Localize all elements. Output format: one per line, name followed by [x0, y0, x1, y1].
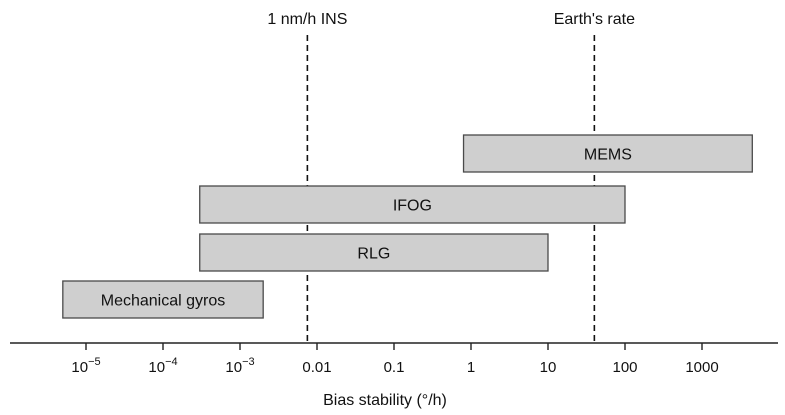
x-tick-label: 10	[540, 359, 557, 376]
technology-bars: MEMS IFOG RLG Mechanical gyros	[62, 134, 753, 319]
reference-lines: 1 nm/h INS Earth's rate	[267, 11, 635, 345]
bar-mems: MEMS	[462, 134, 753, 173]
x-axis-label: Bias stability (°/h)	[323, 392, 447, 409]
x-tick-label: 10−4	[148, 356, 177, 376]
bar-rlg-rect	[199, 233, 549, 272]
bar-ifog: IFOG	[199, 185, 626, 224]
bar-label: MEMS	[584, 147, 632, 164]
bar-rlg: RLG	[199, 233, 549, 272]
bar-mechanical-gyros: Mechanical gyros	[62, 280, 264, 319]
x-tick-label: 10−3	[225, 356, 254, 376]
x-tick-label: 100	[612, 359, 637, 376]
reference-line-label: Earth's rate	[554, 11, 635, 28]
bar-label: Mechanical gyros	[101, 293, 226, 310]
x-tick-label: 10−5	[71, 356, 100, 376]
bar-label: RLG	[357, 246, 390, 263]
bar-mechanical-gyros-rect	[62, 280, 264, 319]
bar-mems-rect	[462, 134, 753, 173]
bar-ifog-rect	[199, 185, 626, 224]
x-tick-label: 1	[467, 359, 475, 376]
x-tick-label: 1000	[685, 359, 718, 376]
reference-line-label: 1 nm/h INS	[267, 11, 347, 28]
bar-label: IFOG	[393, 198, 432, 215]
x-tick-label: 0.01	[302, 359, 331, 376]
x-tick-label: 0.1	[384, 359, 405, 376]
x-axis-ticks: 10−5 10−4 10−3 0.01 0.1 1 10 100 1000	[71, 343, 719, 376]
